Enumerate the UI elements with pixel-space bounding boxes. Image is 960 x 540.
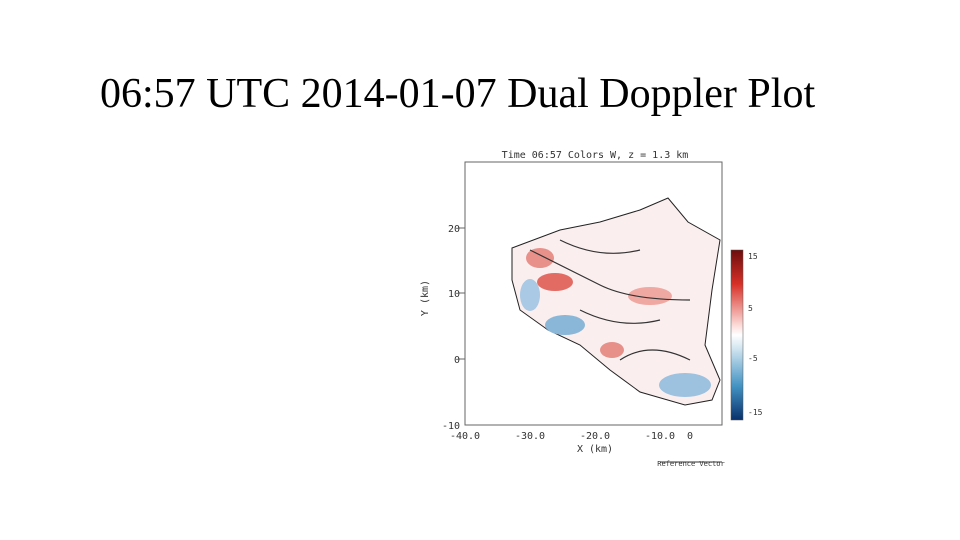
x-axis-label: X (km) — [577, 444, 613, 455]
y-axis-label: Y (km) — [420, 280, 431, 316]
colorbar-tick-label: 5 — [748, 304, 753, 313]
colorbar-tick-label: -5 — [748, 354, 758, 363]
reference-vector: Reference Vector — [657, 460, 724, 468]
colorbar-tick-label: 15 — [748, 252, 758, 261]
downdraft — [659, 373, 711, 397]
slide-title: 06:57 UTC 2014-01-07 Dual Doppler Plot — [100, 71, 816, 117]
y-tick-label: 0 — [454, 355, 460, 366]
downdraft — [545, 315, 585, 335]
x-tick-label: -30.0 — [515, 431, 545, 442]
downdraft — [520, 279, 540, 311]
x-tick-label: -40.0 — [450, 431, 480, 442]
updraft — [628, 287, 672, 305]
y-tick-label: -10 — [442, 421, 460, 432]
updraft — [526, 248, 554, 268]
colorbar — [730, 249, 744, 421]
updraft — [537, 273, 573, 291]
x-tick-label: 0 — [687, 431, 693, 442]
x-tick-label: -10.0 — [645, 431, 675, 442]
x-tick-label: -20.0 — [580, 431, 610, 442]
y-tick-label: 10 — [448, 289, 460, 300]
colorbar-tick-label: -15 — [748, 408, 763, 417]
contour — [529, 239, 691, 361]
figure-title: Time 06:57 Colors W, z = 1.3 km — [502, 150, 689, 161]
y-tick-label: 20 — [448, 224, 460, 235]
updraft — [600, 342, 624, 358]
